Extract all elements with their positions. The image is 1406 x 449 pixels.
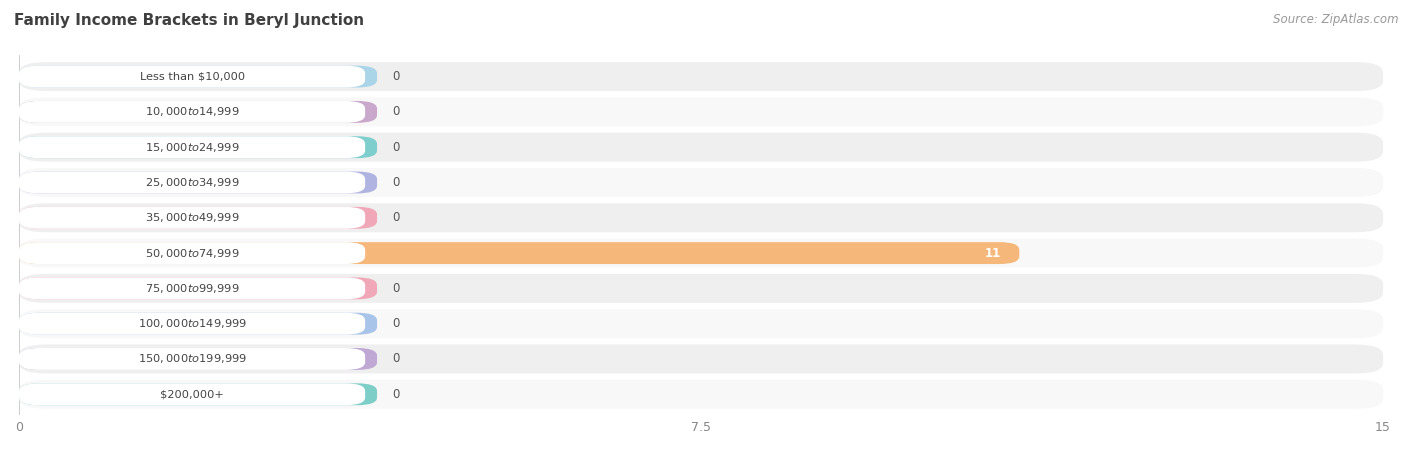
FancyBboxPatch shape (20, 168, 1384, 197)
FancyBboxPatch shape (20, 62, 1384, 91)
FancyBboxPatch shape (20, 101, 377, 123)
FancyBboxPatch shape (20, 66, 377, 88)
Text: $100,000 to $149,999: $100,000 to $149,999 (138, 317, 246, 330)
FancyBboxPatch shape (20, 101, 366, 123)
FancyBboxPatch shape (20, 348, 366, 370)
FancyBboxPatch shape (20, 172, 366, 194)
Text: $50,000 to $74,999: $50,000 to $74,999 (145, 247, 239, 260)
FancyBboxPatch shape (20, 207, 366, 229)
Text: 0: 0 (392, 388, 399, 401)
FancyBboxPatch shape (20, 277, 366, 299)
Text: 0: 0 (392, 211, 399, 224)
FancyBboxPatch shape (20, 383, 366, 405)
FancyBboxPatch shape (20, 277, 377, 299)
FancyBboxPatch shape (20, 207, 377, 229)
FancyBboxPatch shape (20, 66, 366, 88)
FancyBboxPatch shape (20, 380, 1384, 409)
Text: $15,000 to $24,999: $15,000 to $24,999 (145, 141, 239, 154)
Text: 11: 11 (984, 247, 1001, 260)
FancyBboxPatch shape (20, 172, 377, 194)
FancyBboxPatch shape (20, 242, 366, 264)
FancyBboxPatch shape (20, 136, 377, 158)
FancyBboxPatch shape (20, 242, 1019, 264)
FancyBboxPatch shape (20, 238, 1384, 268)
Text: $75,000 to $99,999: $75,000 to $99,999 (145, 282, 239, 295)
FancyBboxPatch shape (20, 136, 366, 158)
Text: 0: 0 (392, 141, 399, 154)
Text: Source: ZipAtlas.com: Source: ZipAtlas.com (1274, 13, 1399, 26)
FancyBboxPatch shape (20, 383, 377, 405)
FancyBboxPatch shape (20, 313, 366, 335)
Text: 0: 0 (392, 106, 399, 119)
FancyBboxPatch shape (20, 97, 1384, 126)
FancyBboxPatch shape (20, 348, 377, 370)
Text: 0: 0 (392, 352, 399, 365)
Text: $10,000 to $14,999: $10,000 to $14,999 (145, 106, 239, 119)
Text: $150,000 to $199,999: $150,000 to $199,999 (138, 352, 246, 365)
Text: 0: 0 (392, 317, 399, 330)
FancyBboxPatch shape (20, 344, 1384, 374)
Text: 0: 0 (392, 70, 399, 83)
Text: $25,000 to $34,999: $25,000 to $34,999 (145, 176, 239, 189)
Text: $35,000 to $49,999: $35,000 to $49,999 (145, 211, 239, 224)
FancyBboxPatch shape (20, 133, 1384, 162)
Text: 0: 0 (392, 282, 399, 295)
Text: 0: 0 (392, 176, 399, 189)
FancyBboxPatch shape (20, 274, 1384, 303)
FancyBboxPatch shape (20, 313, 377, 335)
Text: Less than $10,000: Less than $10,000 (139, 71, 245, 82)
FancyBboxPatch shape (20, 203, 1384, 232)
Text: $200,000+: $200,000+ (160, 389, 224, 399)
Text: Family Income Brackets in Beryl Junction: Family Income Brackets in Beryl Junction (14, 13, 364, 28)
FancyBboxPatch shape (20, 309, 1384, 338)
